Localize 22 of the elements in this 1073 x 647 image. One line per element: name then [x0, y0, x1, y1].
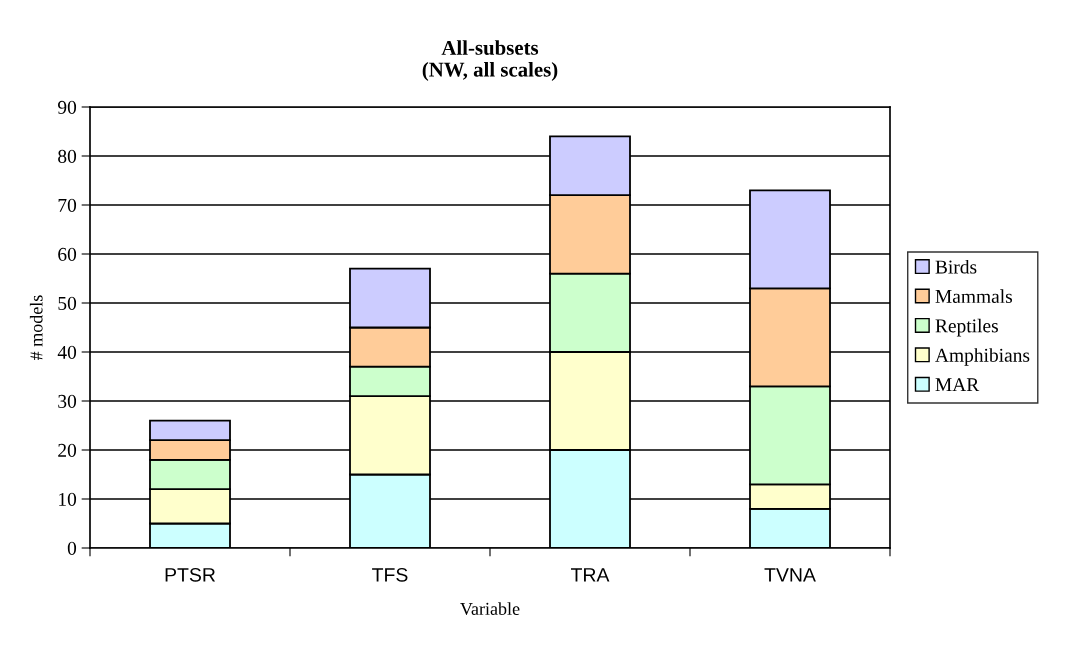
y-tick-label: 10 [59, 492, 77, 506]
legend-label: MAR [935, 378, 980, 392]
x-tick-label: TRA [570, 568, 610, 582]
y-tick-label: 50 [58, 296, 77, 310]
y-tick-label: 40 [57, 345, 77, 359]
y-tick-label: 0 [67, 541, 77, 555]
x-tick-label: PTSR [165, 567, 216, 582]
y-tick-label: 70 [58, 198, 77, 212]
chart-title: All-subsets (NW, all scales) [422, 40, 558, 81]
x-axis-title: Variable [460, 602, 520, 616]
legend-label: Amphibians [935, 348, 1030, 366]
y-tick-label: 60 [58, 247, 77, 261]
x-tick-label: TVNA [764, 568, 816, 582]
y-tick-label: 20 [58, 443, 77, 457]
legend-label: Reptiles [935, 318, 998, 337]
y-tick-label: 80 [58, 149, 77, 163]
y-tick-label: 30 [58, 394, 77, 408]
legend-label: Birds [935, 259, 977, 274]
legend-label: Mammals [935, 289, 1013, 304]
y-axis-title: # models [29, 295, 43, 361]
x-tick-label: TFS [372, 567, 408, 582]
y-tick-label: 90 [57, 100, 77, 114]
